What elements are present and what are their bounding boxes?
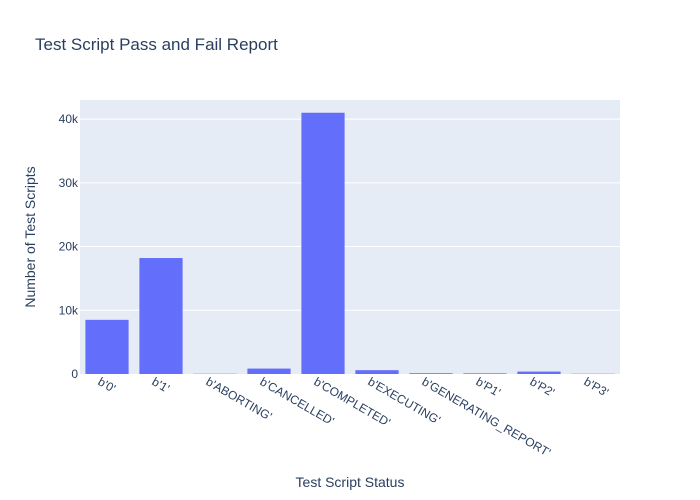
x-axis-ticks: b'0' b'1' b'ABORTING'b'CANCELLED'b'COMPLET… (96, 374, 611, 459)
bars (85, 112, 615, 374)
bar (463, 373, 507, 374)
y-tick-label: 0 (71, 367, 78, 381)
bar (247, 368, 291, 374)
x-tick-label: b'P1' (474, 374, 503, 399)
y-axis-title: Number of Test Scripts (22, 166, 38, 307)
bar (139, 258, 183, 374)
y-axis-ticks: 0 10k 20k 30k 40k (59, 112, 79, 381)
x-tick-label: b'0' (96, 374, 119, 395)
x-tick-label: b'P2' (528, 374, 557, 399)
chart-title: Test Script Pass and Fail Report (35, 35, 278, 54)
y-tick-label: 40k (59, 112, 79, 126)
bar (517, 371, 561, 374)
bar (409, 373, 453, 374)
x-tick-label: b'1' (150, 374, 173, 395)
bar (301, 112, 345, 374)
y-tick-label: 20k (59, 240, 79, 254)
y-tick-label: 10k (59, 303, 79, 317)
bar (355, 370, 399, 374)
y-tick-label: 30k (59, 176, 79, 190)
bar (85, 319, 129, 374)
x-axis-title: Test Script Status (296, 474, 405, 490)
x-tick-label: b'P3' (582, 374, 611, 399)
